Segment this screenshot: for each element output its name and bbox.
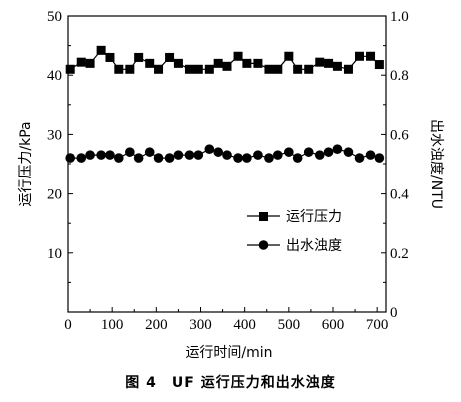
turbidity-point bbox=[374, 153, 385, 163]
legend-square-marker bbox=[259, 212, 268, 221]
series-layer bbox=[65, 45, 385, 163]
pressure-point bbox=[315, 57, 325, 67]
pressure-point bbox=[222, 61, 232, 71]
pressure-point bbox=[105, 52, 115, 62]
turbidity-point bbox=[253, 150, 263, 160]
turbidity-point bbox=[332, 144, 343, 154]
pressure-point bbox=[304, 64, 314, 74]
turbidity-point bbox=[144, 147, 155, 157]
axis-ticks: 0 100 200 300 400 500 600 700102030405000.20.40… bbox=[47, 9, 409, 333]
turbidity-point bbox=[242, 153, 252, 163]
pressure-point bbox=[145, 58, 155, 68]
y-left-tick-label: 40 bbox=[47, 68, 62, 84]
pressure-point bbox=[204, 64, 214, 74]
y-right-tick-label: 0.8 bbox=[390, 68, 409, 84]
x-axis-title: 运行时间/min bbox=[185, 345, 272, 361]
pressure-point bbox=[76, 57, 86, 67]
legend-label-turbidity: 出水浊度 bbox=[286, 238, 342, 254]
pressure-point bbox=[165, 52, 175, 62]
turbidity-point bbox=[314, 150, 325, 160]
pressure-point bbox=[193, 64, 203, 74]
x-tick-label: 700 bbox=[366, 317, 389, 333]
pressure-point bbox=[343, 64, 353, 74]
turbidity-point bbox=[213, 147, 223, 157]
turbidity-point bbox=[184, 150, 195, 160]
x-tick-label: 500 bbox=[278, 317, 301, 333]
turbidity-point bbox=[105, 150, 115, 160]
turbidity-point bbox=[204, 144, 215, 154]
turbidity-point bbox=[125, 147, 135, 157]
turbidity-point bbox=[113, 153, 124, 163]
turbidity-point bbox=[193, 150, 204, 160]
x-tick-label: 100 bbox=[101, 317, 124, 333]
pressure-point bbox=[374, 60, 384, 70]
pressure-point bbox=[173, 58, 183, 68]
pressure-point bbox=[184, 64, 194, 74]
y-axis-right-title: 出水浊度/NTU bbox=[428, 119, 444, 209]
pressure-point bbox=[284, 51, 294, 61]
turbidity-point bbox=[354, 153, 365, 163]
turbidity-point bbox=[323, 147, 334, 157]
turbidity-point bbox=[272, 150, 283, 160]
turbidity-point bbox=[164, 153, 175, 163]
pressure-point bbox=[114, 64, 124, 74]
turbidity-point bbox=[233, 153, 243, 163]
x-tick-label: 200 bbox=[145, 317, 168, 333]
y-axis-left-title: 运行压力/kPa bbox=[18, 121, 34, 206]
pressure-point bbox=[293, 64, 303, 74]
pressure-point bbox=[233, 51, 243, 61]
y-right-tick-label: 1.0 bbox=[390, 9, 409, 25]
turbidity-point bbox=[264, 153, 274, 163]
turbidity-point bbox=[76, 153, 87, 163]
turbidity-point bbox=[96, 150, 106, 160]
pressure-point bbox=[213, 58, 223, 68]
pressure-point bbox=[366, 51, 376, 61]
y-left-tick-label: 10 bbox=[47, 246, 62, 262]
pressure-point bbox=[242, 58, 252, 68]
turbidity-point bbox=[365, 150, 376, 160]
legend-circle-marker bbox=[258, 240, 269, 250]
turbidity-point bbox=[85, 150, 95, 160]
y-left-tick-label: 30 bbox=[47, 127, 62, 143]
x-tick-label: 0 bbox=[64, 317, 72, 333]
pressure-point bbox=[253, 58, 263, 68]
turbidity-point bbox=[133, 153, 144, 163]
pressure-point bbox=[324, 58, 334, 68]
turbidity-point bbox=[153, 153, 164, 163]
pressure-point bbox=[65, 64, 75, 74]
turbidity-point bbox=[343, 147, 354, 157]
turbidity-point bbox=[303, 147, 314, 157]
turbidity-point bbox=[222, 150, 232, 160]
pressure-point bbox=[96, 45, 106, 55]
legend: 运行压力 出水浊度 bbox=[247, 209, 342, 254]
pressure-point bbox=[134, 52, 144, 62]
y-left-tick-label: 20 bbox=[47, 187, 62, 203]
pressure-point bbox=[85, 58, 95, 68]
pressure-point bbox=[264, 64, 274, 74]
turbidity-point bbox=[65, 153, 76, 163]
y-right-tick-label: 0.2 bbox=[390, 246, 409, 262]
legend-label-pressure: 运行压力 bbox=[286, 209, 342, 225]
x-tick-label: 600 bbox=[322, 317, 345, 333]
y-right-tick-label: 0 bbox=[390, 305, 398, 321]
pressure-point bbox=[154, 64, 164, 74]
x-tick-label: 400 bbox=[233, 317, 256, 333]
pressure-point bbox=[273, 64, 283, 74]
y-left-tick-label: 50 bbox=[47, 9, 62, 25]
pressure-point bbox=[332, 61, 342, 71]
turbidity-point bbox=[292, 153, 303, 163]
pressure-point bbox=[355, 51, 364, 61]
turbidity-pressure-chart: 0 100 200 300 400 500 600 700102030405000.20.40… bbox=[18, 9, 444, 361]
plot-frame bbox=[67, 15, 387, 313]
y-right-tick-label: 0.6 bbox=[390, 127, 409, 143]
figure-caption: 图 4 UF 运行压力和出水浊度 bbox=[125, 375, 336, 391]
pressure-point bbox=[125, 64, 135, 74]
turbidity-point bbox=[173, 150, 184, 160]
turbidity-point bbox=[284, 147, 294, 157]
x-tick-label: 300 bbox=[189, 317, 212, 333]
y-right-tick-label: 0.4 bbox=[390, 187, 409, 203]
